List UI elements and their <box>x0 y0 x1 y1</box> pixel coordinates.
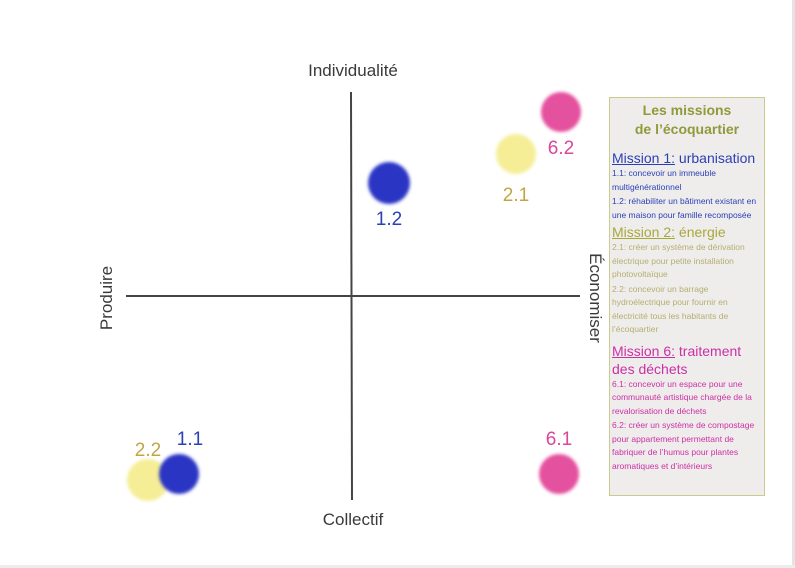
point-label-2.2: 2.2 <box>135 440 161 461</box>
mission-item-1.1: 1.1: concevoir un immeuble multigénérati… <box>612 168 716 192</box>
mission-item-1.2: 1.2: réhabiliter un bâtiment existant en… <box>612 196 757 220</box>
point-1.2 <box>368 162 410 204</box>
point-label-1.1: 1.1 <box>177 429 203 450</box>
point-label-6.1: 6.1 <box>546 429 572 450</box>
point-6.2 <box>541 92 581 132</box>
mission-2-heading: Mission 2: énergie <box>612 223 762 241</box>
missions-legend: Les missions de l’écoquartier Mission 1:… <box>609 97 765 496</box>
mission-1-key: Mission 1: <box>612 150 676 166</box>
mission-2-name: énergie <box>678 224 726 240</box>
mission-item-6.1: 6.1: concevoir un espace pour une commun… <box>612 378 752 416</box>
window-edge-bottom <box>0 565 795 568</box>
axis-label-left: Produire <box>97 266 116 330</box>
point-6.1 <box>539 454 579 494</box>
point-label-2.1: 2.1 <box>503 185 529 206</box>
point-2.1 <box>496 134 536 174</box>
mission-6-block: Mission 6: traitement des déchets 6.1: c… <box>612 342 762 474</box>
axis-label-bottom: Collectif <box>323 510 384 529</box>
point-2.2 <box>127 459 169 501</box>
legend-title-line1: Les missions <box>642 102 732 118</box>
legend-title: Les missions de l’écoquartier <box>612 101 762 139</box>
window-edge-right <box>792 0 795 568</box>
point-label-1.2: 1.2 <box>376 209 402 230</box>
mission-6-key: Mission 6: <box>612 342 676 359</box>
mission-1-heading: Mission 1: urbanisation <box>612 149 762 167</box>
mission-item-2.2: 2.2: concevoir un barrage hydroélectriqu… <box>612 283 729 335</box>
mission-2-block: Mission 2: énergie 2.1: créer un système… <box>612 223 762 337</box>
mission-item-6.2: 6.2: créer un système de compostage pour… <box>612 420 755 471</box>
mission-item-2.1: 2.1: créer un système de dérivation élec… <box>612 242 745 279</box>
legend-title-line2: de l’écoquartier <box>634 121 740 137</box>
mission-1-block: Mission 1: urbanisation 1.1: concevoir u… <box>612 149 762 222</box>
point-label-6.2: 6.2 <box>548 138 574 159</box>
axis-label-top: Individualité <box>308 61 398 80</box>
axis-label-right: Économiser <box>586 253 605 343</box>
mission-6-name: traitement des déchets <box>612 342 742 377</box>
mission-2-key: Mission 2: <box>612 224 676 240</box>
mission-1-name: urbanisation <box>678 150 756 166</box>
mission-6-heading: Mission 6: traitement des déchets <box>612 342 762 378</box>
point-1.1 <box>159 454 199 494</box>
